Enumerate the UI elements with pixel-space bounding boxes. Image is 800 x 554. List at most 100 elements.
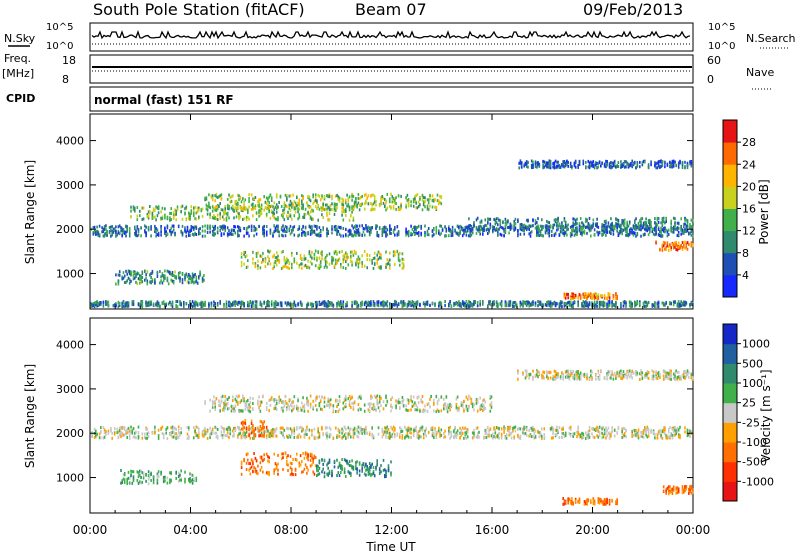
echo-cell (424, 431, 426, 435)
echo-cell (355, 233, 357, 237)
echo-cell (126, 301, 128, 305)
echo-cell (201, 430, 204, 434)
echo-cell (283, 428, 286, 432)
echo-cell (410, 436, 412, 440)
echo-cell (482, 302, 484, 306)
echo-cell (210, 301, 213, 305)
echo-cell (352, 207, 355, 211)
echo-cell (681, 247, 684, 251)
echo-cell (623, 221, 626, 225)
echo-cell (206, 227, 209, 231)
echo-cell (402, 264, 405, 268)
echo-cell (336, 206, 338, 210)
echo-cell (578, 228, 581, 232)
echo-cell (201, 234, 204, 238)
echo-cell (273, 265, 275, 269)
echo-cell (429, 303, 431, 307)
echo-cell (303, 216, 306, 220)
echo-cell (532, 166, 534, 169)
echo-cell (488, 217, 490, 221)
echo-cell (277, 228, 279, 232)
echo-cell (329, 203, 332, 207)
echo-cell (664, 230, 666, 234)
echo-cell (263, 228, 265, 232)
echo-cell (277, 218, 279, 222)
echo-cell (130, 215, 132, 219)
echo-cell (593, 300, 596, 304)
echo-cell (301, 426, 303, 430)
echo-cell (101, 226, 103, 230)
nave-tick-top: 60 (707, 54, 721, 67)
echo-cell (340, 226, 342, 230)
echo-cell (341, 202, 343, 206)
echo-cell (416, 302, 419, 306)
echo-cell (659, 230, 661, 234)
echo-cell (131, 302, 134, 306)
echo-cell (382, 196, 385, 200)
echo-cell (523, 301, 525, 305)
echo-cell (394, 199, 396, 202)
echo-cell (352, 253, 355, 257)
echo-cell (681, 246, 684, 249)
echo-cell (456, 301, 459, 305)
echo-cell (416, 206, 419, 210)
echo-cell (268, 250, 270, 254)
echo-cell (341, 427, 343, 431)
date-label: 09/Feb/2013 (583, 0, 683, 19)
echo-cell (661, 228, 664, 232)
echo-cell (342, 303, 345, 307)
echo-cell (392, 200, 395, 204)
echo-cell (118, 426, 121, 430)
echo-cell (181, 273, 184, 276)
echo-cell (597, 162, 600, 166)
echo-cell (184, 228, 186, 232)
echo-cell (606, 302, 608, 306)
echo-cell (656, 223, 659, 227)
echo-cell (390, 232, 392, 235)
echo-cell (166, 269, 169, 273)
echo-cell (676, 226, 679, 230)
echo-cell (328, 301, 331, 305)
echo-cell (162, 436, 165, 440)
echo-cell (210, 432, 213, 436)
echo-cell (125, 234, 127, 238)
echo-cell (232, 228, 234, 232)
echo-cell (123, 302, 126, 306)
echo-cell (169, 270, 171, 274)
echo-cell (615, 300, 617, 304)
echo-cell (188, 234, 190, 237)
echo-cell (365, 193, 367, 197)
echo-cell (170, 426, 172, 430)
echo-cell (499, 302, 502, 306)
echo-cell (650, 160, 652, 164)
echo-cell (527, 219, 529, 223)
echo-cell (98, 432, 101, 436)
echo-cell (345, 207, 347, 211)
echo-cell (665, 245, 667, 249)
echo-cell (439, 303, 441, 307)
echo-cell (394, 303, 396, 307)
echo-cell (448, 225, 450, 229)
echo-cell (117, 305, 120, 309)
echo-cell (228, 426, 230, 429)
echo-cell (188, 428, 190, 432)
echo-cell (220, 433, 223, 437)
echo-cell (377, 426, 380, 430)
echo-cell (280, 233, 283, 237)
echo-cell (362, 230, 365, 234)
echo-cell (152, 304, 155, 308)
echo-cell (537, 304, 539, 308)
echo-cell (355, 302, 357, 306)
echo-cell (399, 426, 401, 430)
echo-cell (622, 219, 625, 223)
echo-cell (248, 200, 250, 203)
echo-cell (351, 224, 353, 228)
echo-cell (243, 435, 245, 439)
echo-cell (564, 164, 567, 168)
echo-cell (564, 231, 567, 235)
echo-cell (265, 303, 268, 307)
echo-cell (247, 265, 249, 269)
echo-cell (125, 269, 127, 273)
echo-cell (557, 224, 559, 228)
echo-cell (674, 242, 676, 246)
